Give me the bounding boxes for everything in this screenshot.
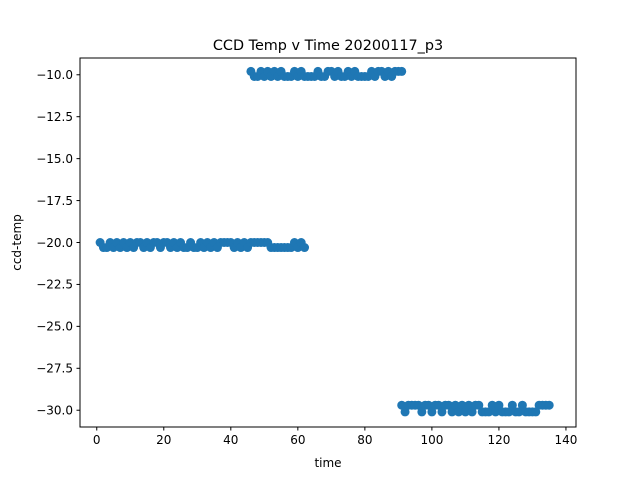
- chart-title: CCD Temp v Time 20200117_p3: [213, 38, 443, 54]
- y-axis-ticks: −10.0 −12.5 −15.0 −17.5 −20.0 −22.5 −25.0 −27.5…: [36, 68, 80, 418]
- y-tick-label: −27.5: [36, 362, 73, 376]
- data-point: [544, 400, 554, 410]
- x-tick-label: 140: [554, 433, 577, 447]
- y-tick-label: −20.0: [36, 236, 73, 250]
- data-point: [437, 407, 447, 417]
- data-point: [454, 407, 464, 417]
- data-point: [417, 407, 427, 417]
- data-point: [300, 243, 310, 253]
- y-axis-label: ccd-temp: [10, 214, 24, 271]
- data-point: [434, 400, 444, 410]
- data-point: [531, 407, 541, 417]
- data-point: [397, 400, 407, 410]
- y-tick-label: −12.5: [36, 110, 73, 124]
- y-tick-label: −25.0: [36, 320, 73, 334]
- x-tick-label: 40: [223, 433, 238, 447]
- data-point: [484, 407, 494, 417]
- x-tick-label: 0: [93, 433, 101, 447]
- data-point: [444, 400, 454, 410]
- data-point: [397, 66, 407, 76]
- x-tick-label: 80: [357, 433, 372, 447]
- y-tick-label: −10.0: [36, 68, 73, 82]
- x-tick-label: 60: [290, 433, 305, 447]
- data-points: [95, 66, 554, 417]
- data-point: [507, 400, 517, 410]
- data-point: [504, 407, 514, 417]
- data-point: [450, 400, 460, 410]
- data-point: [464, 400, 474, 410]
- data-point: [487, 400, 497, 410]
- y-tick-label: −22.5: [36, 278, 73, 292]
- y-tick-label: −30.0: [36, 404, 73, 418]
- x-axis-label: time: [314, 456, 341, 470]
- x-tick-label: 120: [487, 433, 510, 447]
- data-point: [413, 400, 423, 410]
- data-point: [467, 407, 477, 417]
- data-point: [474, 400, 484, 410]
- data-point: [494, 400, 504, 410]
- data-point: [447, 407, 457, 417]
- data-point: [427, 407, 437, 417]
- x-tick-label: 100: [420, 433, 443, 447]
- data-point: [491, 407, 501, 417]
- data-point: [424, 400, 434, 410]
- y-tick-label: −17.5: [36, 194, 73, 208]
- x-axis-ticks: 0 20 40 60 80 100 120 140: [93, 427, 577, 447]
- x-tick-label: 20: [156, 433, 171, 447]
- data-point: [457, 400, 467, 410]
- data-point: [400, 407, 410, 417]
- data-point: [460, 407, 470, 417]
- y-tick-label: −15.0: [36, 152, 73, 166]
- data-point: [517, 400, 527, 410]
- data-point: [514, 407, 524, 417]
